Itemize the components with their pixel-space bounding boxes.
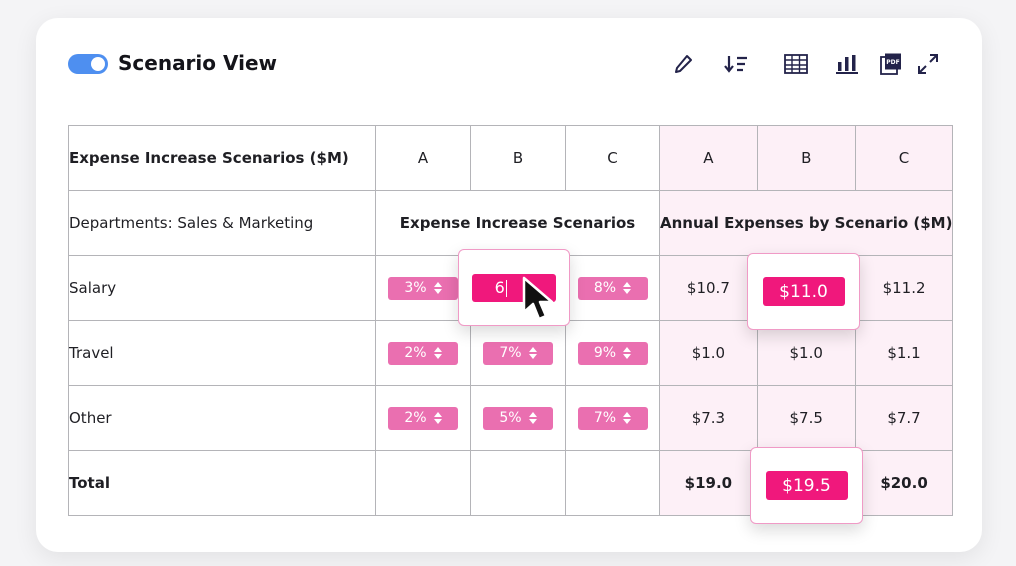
table-header-row: Expense Increase Scenarios ($M) A B C A … <box>68 125 954 191</box>
row-label-other: Other <box>68 385 376 451</box>
pdf-icon[interactable]: PDF <box>877 50 905 78</box>
bar-chart-icon[interactable] <box>833 50 861 78</box>
pct-stepper[interactable]: 7% <box>483 341 553 365</box>
pct-stepper[interactable]: 3% <box>388 276 458 300</box>
pct-cell: 2% <box>375 385 471 451</box>
mouse-cursor-icon <box>519 275 559 331</box>
row-label-travel: Travel <box>68 320 376 386</box>
salary-b-result: $11.0 <box>762 277 845 306</box>
pct-stepper[interactable]: 2% <box>388 341 458 365</box>
pct-stepper[interactable]: 7% <box>577 406 648 430</box>
scenario-table: Expense Increase Scenarios ($M) A B C A … <box>68 125 954 516</box>
expense-cell: $11.2 <box>854 255 954 321</box>
empty-cell <box>565 450 660 516</box>
stepper-arrows-icon[interactable] <box>623 347 632 359</box>
pencil-icon[interactable] <box>669 50 697 78</box>
stepper-arrows-icon[interactable] <box>623 282 632 294</box>
pct-stepper[interactable]: 9% <box>577 341 648 365</box>
toggle-knob <box>91 57 105 71</box>
stepper-arrows-icon[interactable] <box>433 282 442 294</box>
total-cell: $20.0 <box>854 450 954 516</box>
total-b-result-popup: $19.5 <box>750 447 863 524</box>
table-subheader-row: Departments: Sales & Marketing Expense I… <box>68 190 954 256</box>
increase-col-c: C <box>565 125 660 191</box>
table-icon[interactable] <box>782 50 810 78</box>
expense-col-a: A <box>659 125 758 191</box>
table-row: Travel 2% 7% 9% $1.0 $1.0 $1.1 <box>68 320 954 386</box>
row-label-salary: Salary <box>68 255 376 321</box>
expense-col-b: B <box>756 125 856 191</box>
pct-value: 2% <box>404 410 427 426</box>
total-label: Total <box>68 450 376 516</box>
total-cell: $19.0 <box>659 450 758 516</box>
pct-value: 3% <box>404 280 427 296</box>
expense-cell: $1.0 <box>756 320 856 386</box>
stepper-arrows-icon[interactable] <box>623 412 632 424</box>
increase-col-a: A <box>375 125 471 191</box>
pct-value: 7% <box>593 410 617 426</box>
stepper-arrows-icon[interactable] <box>528 347 537 359</box>
scenario-view-toggle[interactable] <box>68 54 108 74</box>
expense-cell: $7.3 <box>659 385 758 451</box>
pct-cell: 5% <box>470 385 566 451</box>
pct-value: 8% <box>593 280 617 296</box>
pct-value: 9% <box>593 345 617 361</box>
pct-value: 2% <box>404 345 427 361</box>
expense-cell: $1.1 <box>854 320 954 386</box>
expense-group-label: Annual Expenses by Scenario ($M) <box>658 190 954 256</box>
pct-value: 5% <box>499 410 522 426</box>
increase-group-label: Expense Increase Scenarios <box>375 190 660 256</box>
salary-b-result-popup: $11.0 <box>747 253 860 330</box>
stepper-arrows-icon[interactable] <box>433 347 442 359</box>
sort-icon[interactable] <box>722 50 750 78</box>
pct-cell: 3% <box>375 255 471 321</box>
corner-label: Expense Increase Scenarios ($M) <box>68 125 376 191</box>
page-title: Scenario View <box>118 51 278 75</box>
stepper-arrows-icon[interactable] <box>528 412 537 424</box>
svg-text:PDF: PDF <box>886 59 899 66</box>
expense-col-c: C <box>854 125 954 191</box>
expense-cell: $7.7 <box>854 385 954 451</box>
pct-stepper[interactable]: 2% <box>388 406 458 430</box>
expand-icon[interactable] <box>914 50 942 78</box>
expense-cell: $7.5 <box>756 385 856 451</box>
pct-cell: 8% <box>565 255 660 321</box>
empty-cell <box>375 450 471 516</box>
empty-cell <box>470 450 566 516</box>
expense-cell: $10.7 <box>659 255 758 321</box>
pct-stepper[interactable]: 5% <box>483 406 553 430</box>
salary-b-value: 6 <box>494 278 505 297</box>
table-row: Other 2% 5% 7% $7.3 $7.5 $7.7 <box>68 385 954 451</box>
pct-cell: 9% <box>565 320 660 386</box>
increase-col-b: B <box>470 125 566 191</box>
pct-stepper[interactable]: 8% <box>577 276 648 300</box>
pct-cell: 7% <box>470 320 566 386</box>
expense-cell: $1.0 <box>659 320 758 386</box>
text-caret <box>505 280 508 297</box>
pct-cell: 2% <box>375 320 471 386</box>
total-b-result: $19.5 <box>765 471 848 500</box>
pct-value: 7% <box>499 345 522 361</box>
pct-cell: 7% <box>565 385 660 451</box>
stepper-arrows-icon[interactable] <box>433 412 442 424</box>
department-label: Departments: Sales & Marketing <box>68 190 376 256</box>
